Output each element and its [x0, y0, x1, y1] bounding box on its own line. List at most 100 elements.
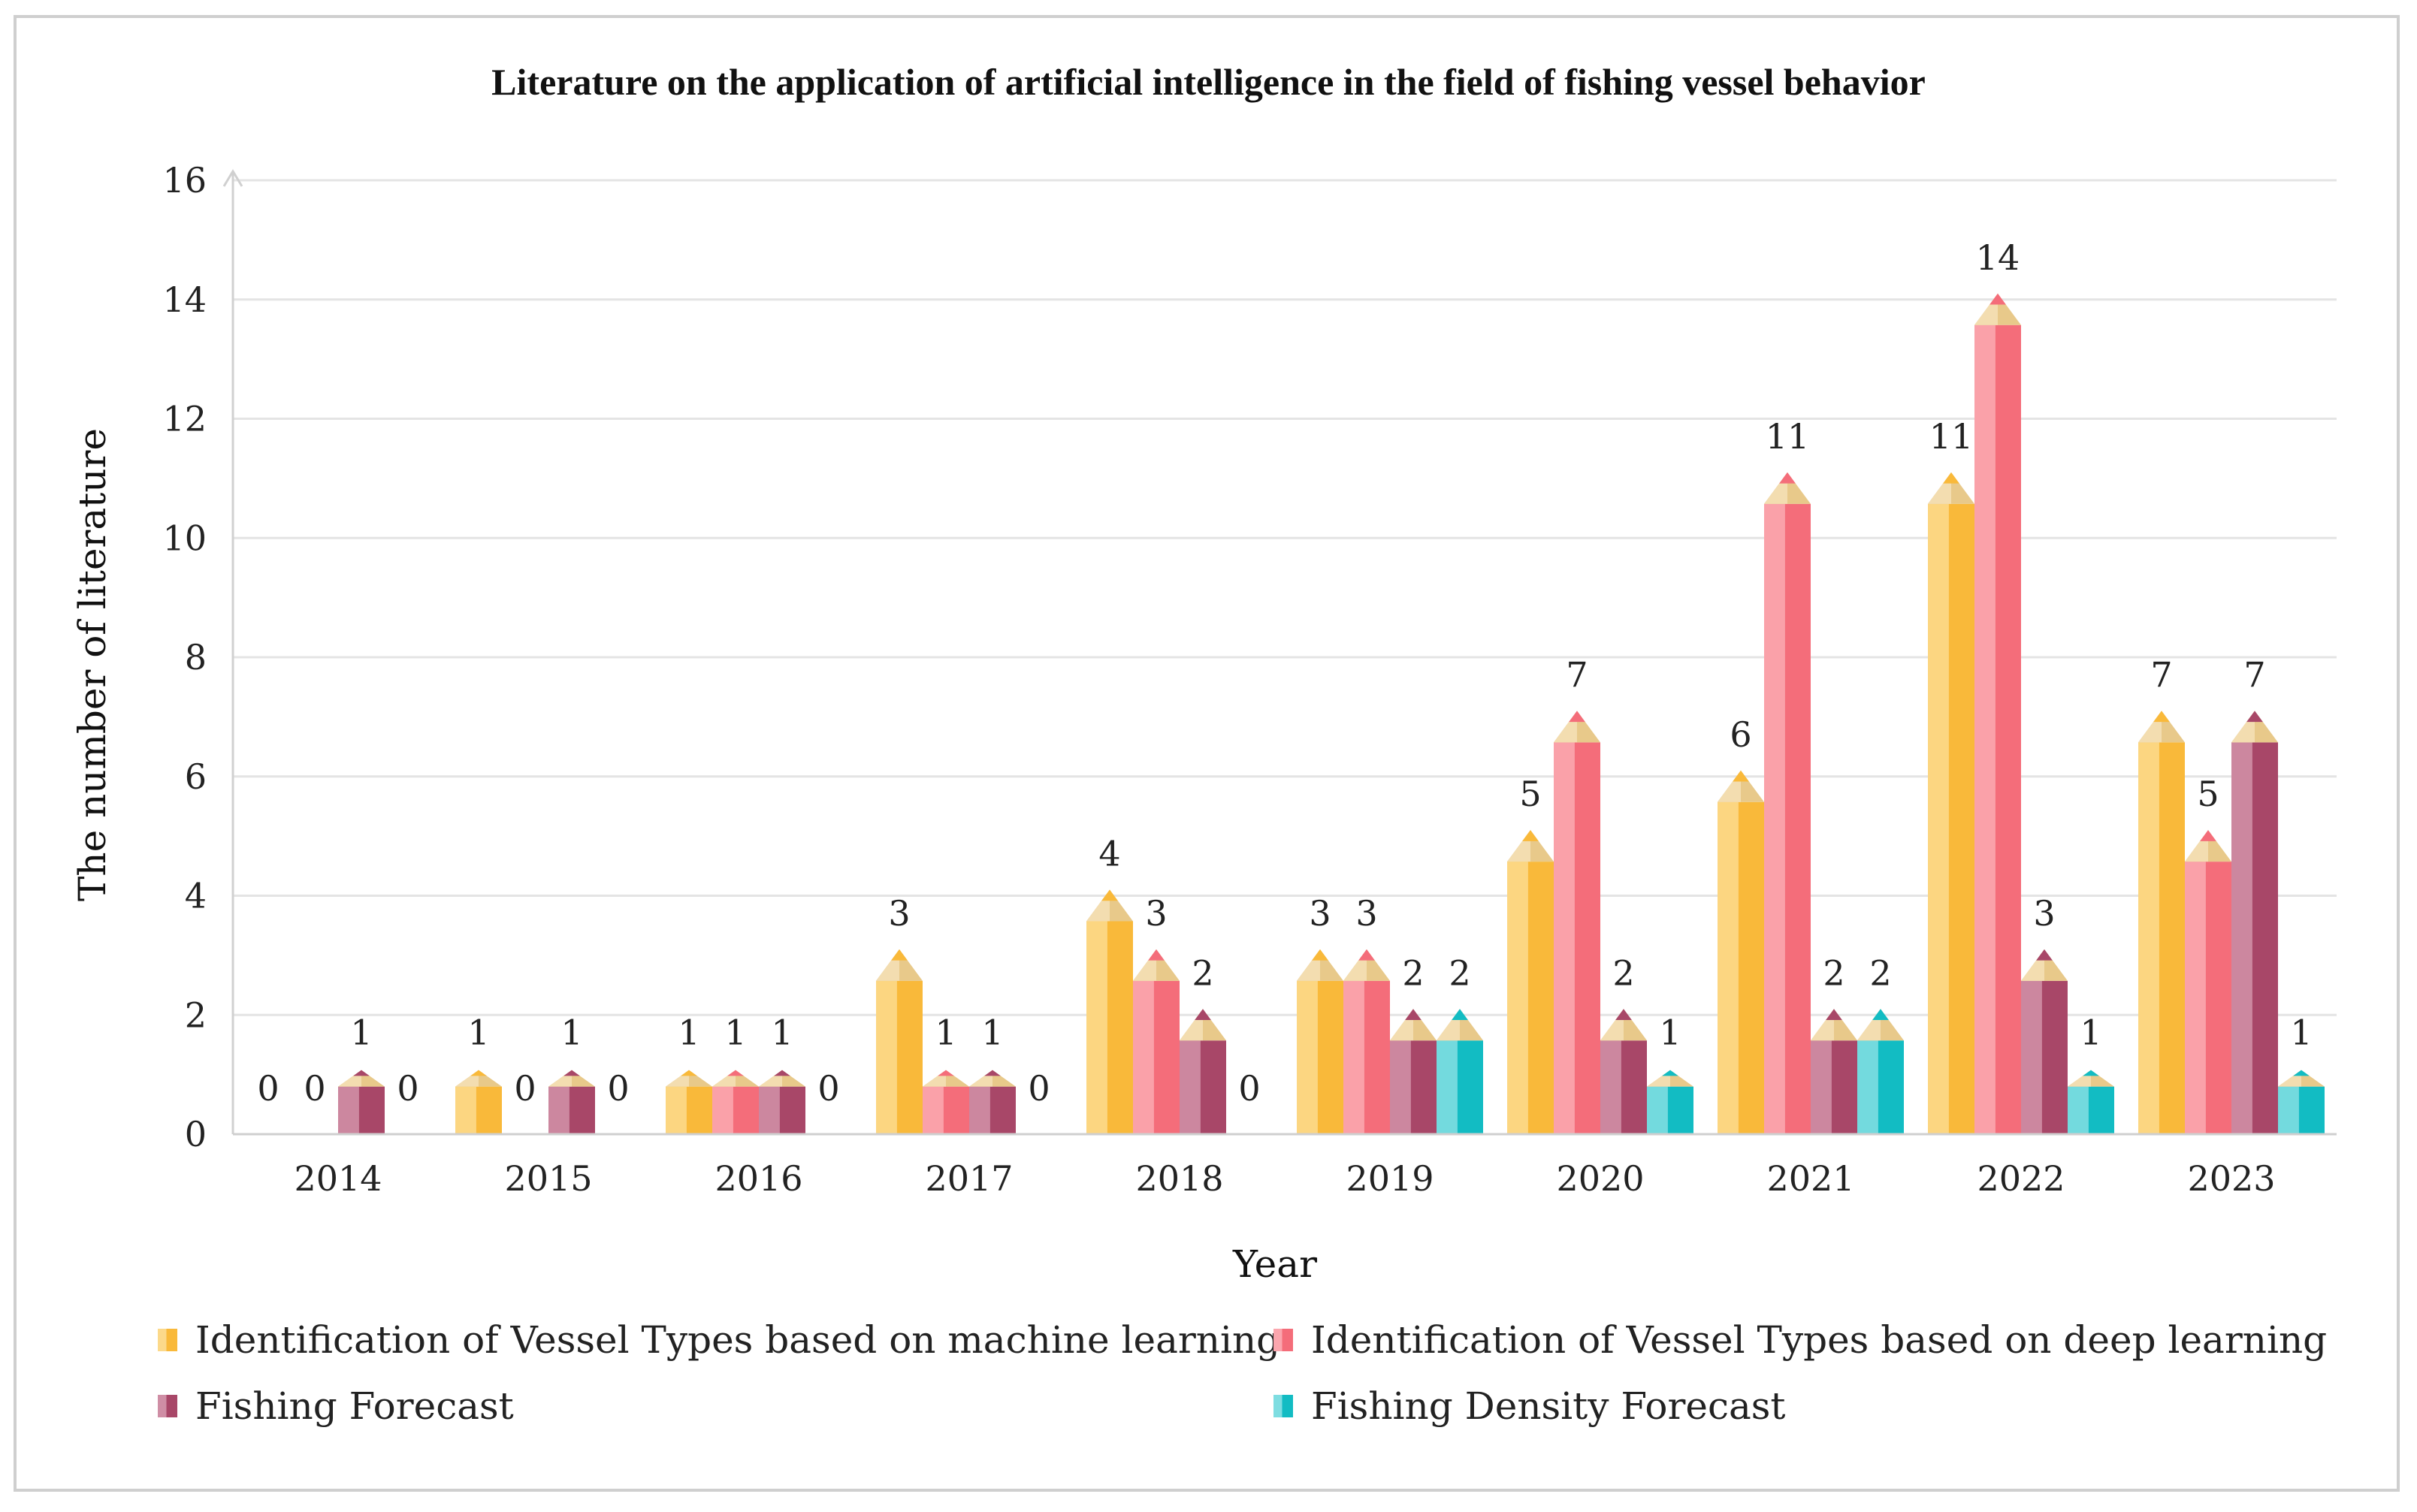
x-axis-title: Year [1232, 1242, 1317, 1286]
x-tick-label: 2018 [1135, 1158, 1223, 1199]
bar [2068, 1070, 2114, 1134]
data-label: 11 [1766, 416, 1810, 457]
bar [1507, 830, 1554, 1134]
bar [876, 949, 923, 1134]
bar [1974, 293, 2021, 1134]
y-tick-label: 6 [185, 756, 207, 797]
bar [666, 1070, 712, 1134]
legend-item-ml: Identification of Vessel Types based on … [158, 1318, 1280, 1362]
bars [338, 293, 2325, 1134]
data-label: 5 [2197, 774, 2219, 814]
y-tick-label: 4 [185, 876, 207, 916]
legend-swatch-ml [158, 1329, 177, 1351]
data-label: 3 [888, 893, 910, 934]
data-label: 0 [514, 1068, 536, 1109]
bar [923, 1070, 969, 1134]
legend-label-ml: Identification of Vessel Types based on … [195, 1318, 1281, 1362]
y-tick-label: 0 [185, 1114, 207, 1154]
legend-swatch-dl [1273, 1329, 1293, 1351]
data-label: 0 [257, 1068, 279, 1109]
x-tick-label: 2015 [504, 1158, 592, 1199]
data-label: 0 [1238, 1068, 1260, 1109]
data-label: 1 [678, 1013, 699, 1053]
y-axis-title: The number of literature [71, 428, 114, 901]
data-label: 3 [1355, 893, 1377, 934]
bar [1928, 472, 1974, 1134]
x-tick-label: 2014 [294, 1158, 382, 1199]
bar [1600, 1009, 1647, 1134]
data-label: 0 [1028, 1068, 1050, 1109]
x-tick-label: 2021 [1766, 1158, 1854, 1199]
legend-label-dl: Identification of Vessel Types based on … [1311, 1318, 2328, 1362]
data-label: 0 [304, 1068, 325, 1109]
bar [2231, 711, 2278, 1134]
bar [1718, 770, 1764, 1134]
y-tick-label: 16 [162, 160, 207, 201]
data-label: 5 [1519, 774, 1541, 814]
legend-label-fishing-forecast: Fishing Forecast [195, 1384, 514, 1428]
data-label: 1 [935, 1013, 956, 1053]
data-label: 1 [724, 1013, 746, 1053]
legend-item-dl: Identification of Vessel Types based on … [1273, 1318, 2327, 1362]
x-tick-label: 2017 [925, 1158, 1013, 1199]
legend-swatch-density-forecast [1273, 1395, 1293, 1417]
bar [2021, 949, 2068, 1134]
data-label: 3 [1309, 893, 1331, 934]
y-tick-label: 2 [185, 994, 207, 1035]
y-tick-label: 12 [162, 399, 207, 439]
data-label: 1 [350, 1013, 372, 1053]
bar [455, 1070, 502, 1134]
data-label: 11 [1929, 416, 1974, 457]
y-tick-label: 14 [162, 279, 207, 320]
bar [969, 1070, 1016, 1134]
y-tick-label: 10 [162, 518, 207, 558]
y-axis-arrow [222, 169, 243, 187]
data-label: 2 [1612, 952, 1634, 993]
legend-label-density-forecast: Fishing Density Forecast [1311, 1384, 1786, 1428]
data-label: 0 [397, 1068, 418, 1109]
x-tick-label: 2022 [1977, 1158, 2065, 1199]
data-label: 0 [607, 1068, 629, 1109]
data-label: 1 [2080, 1013, 2101, 1053]
data-label: 7 [2150, 654, 2172, 695]
data-label: 1 [981, 1013, 1003, 1053]
data-label: 4 [1098, 834, 1120, 874]
data-label: 6 [1730, 714, 1751, 755]
data-label: 1 [560, 1013, 582, 1053]
bar [1647, 1070, 1693, 1134]
bar [759, 1070, 805, 1134]
x-tick-label: 2023 [2187, 1158, 2275, 1199]
bar [2278, 1070, 2325, 1134]
bar [2138, 711, 2185, 1134]
bar [1811, 1009, 1857, 1134]
bar [1390, 1009, 1437, 1134]
data-label: 7 [2243, 654, 2265, 695]
data-label: 3 [2033, 893, 2055, 934]
legend-item-fishing-forecast: Fishing Forecast [158, 1384, 514, 1428]
x-tick-label: 2019 [1346, 1158, 1434, 1199]
data-label: 14 [1976, 237, 2020, 278]
bar [1297, 949, 1343, 1134]
bar [548, 1070, 595, 1134]
legend-swatch-fishing-forecast [158, 1395, 177, 1417]
data-label: 1 [467, 1013, 489, 1053]
data-label: 1 [1659, 1013, 1681, 1053]
bar [1554, 711, 1600, 1134]
data-label: 1 [2290, 1013, 2312, 1053]
bar [1437, 1009, 1483, 1134]
chart-title: Literature on the application of artific… [491, 61, 1926, 103]
data-label: 2 [1449, 952, 1470, 993]
bar [338, 1070, 385, 1134]
y-tick-label: 8 [185, 637, 207, 678]
bar [1343, 949, 1390, 1134]
bar [2185, 830, 2231, 1134]
bar [712, 1070, 759, 1134]
data-label: 2 [1869, 952, 1891, 993]
data-label: 1 [771, 1013, 793, 1053]
data-label: 3 [1145, 893, 1167, 934]
x-tick-label: 2020 [1556, 1158, 1644, 1199]
data-label: 2 [1823, 952, 1844, 993]
